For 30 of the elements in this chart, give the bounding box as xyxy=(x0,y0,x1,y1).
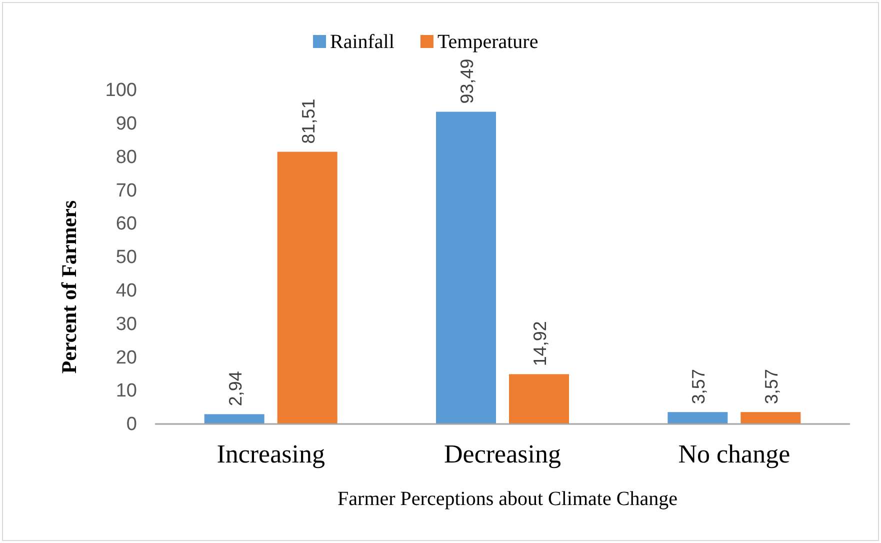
x-tick-label: Increasing xyxy=(216,439,325,468)
y-tick-label: 50 xyxy=(116,247,137,268)
data-label: 81,51 xyxy=(298,98,318,144)
y-tick-label: 40 xyxy=(116,280,137,302)
data-label: 14,92 xyxy=(530,321,550,366)
bar xyxy=(740,412,801,424)
y-tick-label: 30 xyxy=(116,314,137,335)
legend-label: Temperature xyxy=(437,31,538,53)
bar xyxy=(277,152,338,424)
y-tick-label: 10 xyxy=(116,380,137,402)
x-axis-title: Farmer Perceptions about Climate Change xyxy=(338,488,678,510)
y-tick-label: 70 xyxy=(116,180,137,202)
y-tick-label: 60 xyxy=(116,214,137,235)
data-label: 2,94 xyxy=(225,371,246,406)
bar xyxy=(509,374,569,424)
legend-label: Rainfall xyxy=(330,31,395,53)
y-tick-label: 90 xyxy=(116,113,137,134)
y-tick-label: 0 xyxy=(126,414,137,436)
y-tick-label: 80 xyxy=(116,146,137,168)
data-label: 3,57 xyxy=(762,369,782,404)
y-tick-label: 100 xyxy=(105,80,137,102)
y-tick-label: 20 xyxy=(116,347,137,368)
x-tick-label: Decreasing xyxy=(444,439,561,468)
data-label: 93,49 xyxy=(457,58,477,104)
data-label: 3,57 xyxy=(688,369,709,404)
bar xyxy=(204,414,264,424)
x-tick-label: No change xyxy=(678,439,790,468)
bar xyxy=(668,412,728,424)
bar xyxy=(436,112,496,424)
y-axis-title: Percent of Farmers xyxy=(57,200,81,374)
